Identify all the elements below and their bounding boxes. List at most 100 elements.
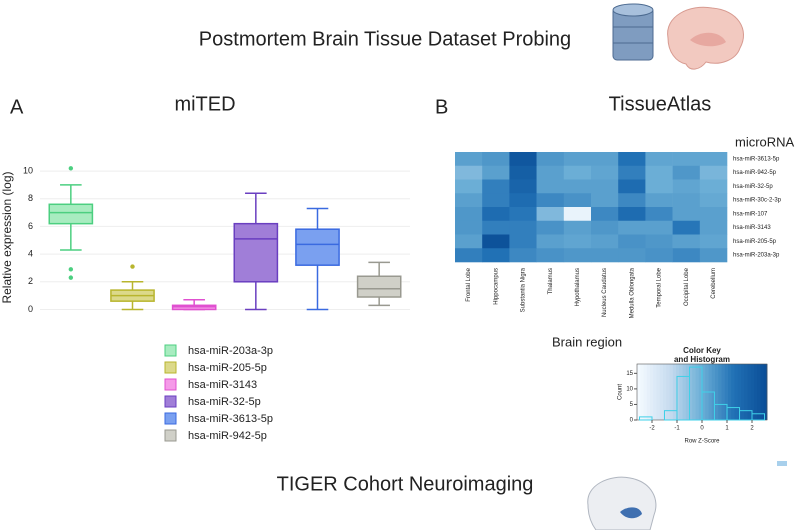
key-gradient <box>747 364 752 420</box>
key-title: and Histogram <box>674 355 730 364</box>
key-gradient <box>744 364 748 420</box>
heatmap-cell <box>645 234 673 249</box>
heatmap-cell <box>645 193 673 208</box>
heatmap-cell <box>563 193 592 208</box>
heatmap-cell <box>699 179 728 194</box>
heatmap-cell <box>536 152 565 167</box>
legend-swatch <box>164 378 177 391</box>
heatmap-cell <box>699 220 728 235</box>
legend-swatch <box>164 429 177 442</box>
outlier <box>130 264 135 269</box>
key-gradient <box>741 364 745 420</box>
heatmap-cell <box>482 179 510 194</box>
heatmap-cell <box>591 193 619 208</box>
heatmap-cell <box>509 165 537 180</box>
heatmap-cell <box>618 179 646 194</box>
heatmap-cell <box>536 193 565 208</box>
heatmap-cell <box>536 165 565 180</box>
key-x-label: Row Z-Score <box>684 439 720 445</box>
key-gradient <box>718 364 722 420</box>
key-gradient <box>672 364 677 420</box>
heatmap-cell <box>563 179 592 194</box>
heatmap-cell <box>482 193 510 208</box>
heatmap-cell <box>509 179 537 194</box>
heatmap-cell <box>645 207 673 222</box>
key-gradient <box>695 364 700 420</box>
y-tick-label: 6 <box>28 221 33 231</box>
row-label: hsa-miR-942-5p <box>733 170 777 176</box>
outlier <box>68 166 74 171</box>
heatmap-cell <box>536 179 565 194</box>
heatmap-cell <box>591 234 619 249</box>
heatmap-cell <box>563 248 592 263</box>
heatmap-cell <box>699 248 728 263</box>
y-tick-label: 8 <box>28 193 33 203</box>
key-gradient <box>724 364 729 420</box>
histogram-bar <box>751 413 765 421</box>
heatmap-cell <box>455 207 483 222</box>
key-gradient <box>721 364 726 420</box>
row-label: hsa-miR-3613-5p <box>733 156 780 162</box>
heatmap-cell <box>482 152 510 167</box>
heatmap-cell <box>455 165 483 180</box>
heatmap-cell <box>482 220 510 235</box>
heatmap-cell <box>455 193 483 208</box>
y-tick-label: 4 <box>28 248 33 258</box>
heatmap-cell <box>672 193 701 208</box>
box <box>295 228 340 266</box>
decoration <box>777 461 787 466</box>
heatmap-cell <box>618 234 646 249</box>
heatmap-cell <box>455 179 483 194</box>
heatmap-cell <box>509 193 537 208</box>
key-gradient <box>669 364 674 420</box>
key-gradient <box>643 364 648 420</box>
heatmap-cell <box>563 165 592 180</box>
heatmap-cell <box>672 179 701 194</box>
heatmap-cell <box>699 207 728 222</box>
box <box>48 203 94 225</box>
key-gradient <box>750 364 755 420</box>
heatmap-cell <box>482 234 510 249</box>
heatmap-cell <box>618 193 646 208</box>
heatmap-cell <box>563 220 592 235</box>
key-gradient <box>760 364 765 420</box>
heatmap-cell <box>591 152 619 167</box>
panel-label: A <box>10 96 24 118</box>
row-label: hsa-miR-32-5p <box>733 184 773 190</box>
heatmap-cell <box>482 207 510 222</box>
key-gradient <box>676 364 680 420</box>
key-gradient <box>692 364 696 420</box>
key-y-tick-label: 5 <box>630 402 634 408</box>
heatmap-cell <box>618 220 646 235</box>
key-gradient <box>653 364 657 420</box>
heatmap-cell <box>509 207 537 222</box>
column-label: Frontal Lobe <box>466 267 472 301</box>
key-y-tick-label: 0 <box>630 418 634 424</box>
key-gradient <box>689 364 693 420</box>
legend-label: hsa-miR-3613-5p <box>188 413 273 425</box>
key-x-tick-label: 2 <box>750 426 754 432</box>
key-gradient <box>659 364 664 420</box>
column-label: Nucleus Caudatus <box>602 268 608 317</box>
heatmap-cell <box>536 207 565 222</box>
row-label: hsa-miR-107 <box>733 211 768 217</box>
heatmap-cell <box>455 248 483 263</box>
key-x-tick-label: -2 <box>649 426 655 432</box>
heatmap-cell <box>563 207 592 222</box>
heatmap-cell <box>455 234 483 249</box>
heatmap-cell <box>591 207 619 222</box>
database-icon <box>612 3 654 61</box>
heatmap-cell <box>591 165 619 180</box>
heatmap-cell <box>672 220 701 235</box>
key-gradient <box>682 364 687 420</box>
legend-label: hsa-miR-3143 <box>188 379 257 391</box>
panel-label: B <box>435 96 448 118</box>
column-label: Temporal Lobe <box>657 267 663 307</box>
heatmap-cell <box>591 220 619 235</box>
x-axis-label: Brain region <box>552 334 622 349</box>
heatmap-cell <box>699 152 728 167</box>
y-tick-label: 0 <box>28 304 33 314</box>
y-tick-label: 10 <box>23 165 33 175</box>
heatmap-cell <box>563 234 592 249</box>
